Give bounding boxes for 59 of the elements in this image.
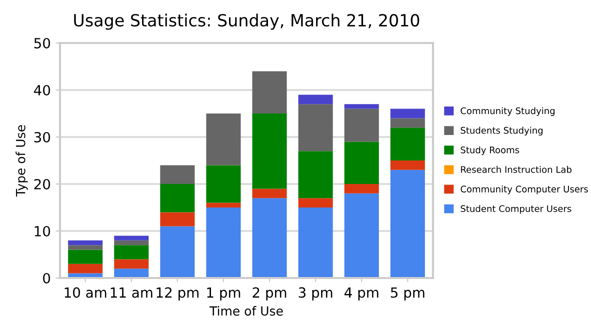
legend-label: Study Rooms (460, 146, 520, 156)
x-tick-label: 4 pm (344, 287, 378, 300)
bar (68, 264, 103, 274)
legend-label: Community Computer Users (460, 185, 588, 194)
y-axis-title: Type of Use (16, 125, 28, 197)
bar (390, 128, 425, 160)
bar (206, 165, 241, 203)
bar (68, 245, 103, 250)
y-tick-label: 10 (34, 226, 50, 236)
bar (114, 245, 149, 260)
bar (252, 114, 287, 189)
x-tick-label: 2 pm (252, 287, 286, 300)
bar (344, 184, 379, 194)
bar (298, 104, 333, 152)
y-tick-label: 50 (34, 38, 50, 48)
bar (344, 108, 379, 142)
chart-title: Usage Statistics: Sunday, March 21, 2010 (74, 14, 420, 30)
bar (298, 151, 333, 198)
bar (160, 212, 195, 226)
x-tick-label: 1 pm (207, 287, 240, 300)
bar (206, 208, 241, 278)
bar (114, 236, 149, 240)
bar (160, 184, 195, 212)
legend-label: Student Computer Users (460, 205, 572, 214)
bar (390, 160, 425, 170)
bar (206, 202, 241, 208)
bar (298, 208, 333, 278)
bar (252, 71, 287, 114)
legend-label: Students Studying (460, 126, 543, 136)
bar (390, 108, 425, 118)
bar (344, 104, 379, 109)
bar (344, 142, 379, 184)
bar (114, 259, 149, 269)
bar (344, 193, 379, 278)
bar (114, 240, 149, 246)
x-axis-title: Time of Use (210, 306, 283, 316)
bar (68, 250, 103, 264)
bar (390, 118, 425, 128)
bar (114, 268, 149, 278)
y-tick-label: 20 (34, 178, 50, 190)
bar (206, 114, 241, 166)
x-tick-label: 11 am (110, 287, 152, 298)
y-tick-label: 0 (43, 272, 50, 284)
x-tick-label: 3 pm (298, 287, 332, 300)
bar (298, 94, 333, 104)
bar (252, 188, 287, 198)
x-tick-label: 12 pm (156, 287, 198, 300)
legend-label: Community Studying (460, 107, 555, 116)
bar (252, 198, 287, 278)
x-tick-label: 10 am (64, 287, 106, 298)
bar (160, 226, 195, 278)
bar (68, 240, 103, 246)
x-tick-label: 5 pm (390, 287, 424, 300)
bar (298, 198, 333, 208)
legend-label: Research Instruction Lab (461, 166, 572, 173)
bar (390, 170, 425, 278)
bar (160, 165, 195, 184)
y-tick-label: 40 (34, 84, 50, 96)
y-tick-label: 30 (34, 132, 50, 142)
